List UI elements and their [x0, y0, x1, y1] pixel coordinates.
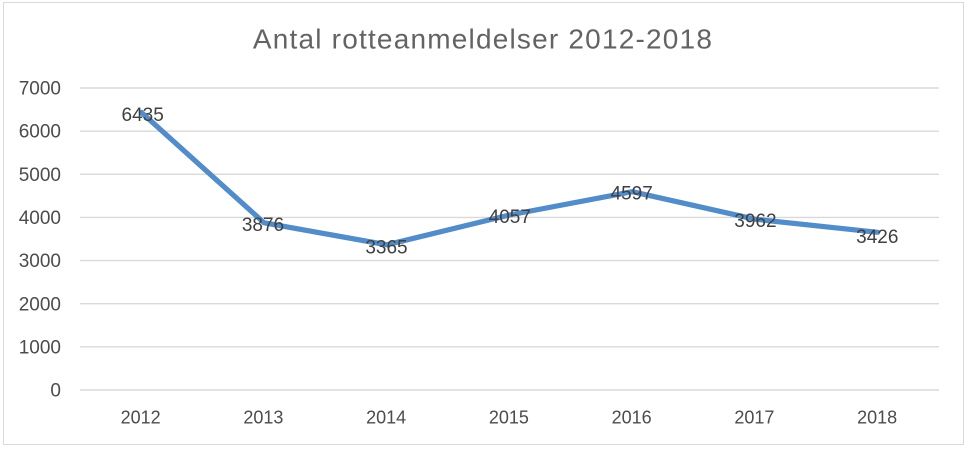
- svg-text:3000: 3000: [19, 251, 61, 272]
- svg-text:2015: 2015: [489, 408, 529, 428]
- svg-text:4597: 4597: [611, 184, 653, 205]
- svg-text:2014: 2014: [366, 408, 406, 428]
- svg-text:2000: 2000: [19, 294, 61, 315]
- svg-text:2016: 2016: [612, 408, 652, 428]
- svg-text:4057: 4057: [489, 207, 531, 228]
- svg-text:2017: 2017: [734, 408, 774, 428]
- svg-text:6435: 6435: [122, 105, 164, 126]
- svg-text:2013: 2013: [243, 408, 283, 428]
- svg-text:Antal rotteanmeldelser 2012-20: Antal rotteanmeldelser 2012-2018: [253, 24, 713, 55]
- svg-text:0: 0: [50, 381, 61, 402]
- svg-text:2012: 2012: [121, 408, 161, 428]
- svg-text:6000: 6000: [19, 122, 61, 143]
- svg-text:3365: 3365: [365, 238, 407, 259]
- svg-text:3876: 3876: [242, 215, 284, 236]
- svg-text:7000: 7000: [19, 79, 61, 100]
- svg-text:4000: 4000: [19, 208, 61, 229]
- svg-text:2018: 2018: [857, 408, 897, 428]
- svg-text:3426: 3426: [856, 227, 898, 248]
- svg-text:1000: 1000: [19, 337, 61, 358]
- svg-text:3962: 3962: [734, 211, 776, 232]
- svg-text:5000: 5000: [19, 165, 61, 186]
